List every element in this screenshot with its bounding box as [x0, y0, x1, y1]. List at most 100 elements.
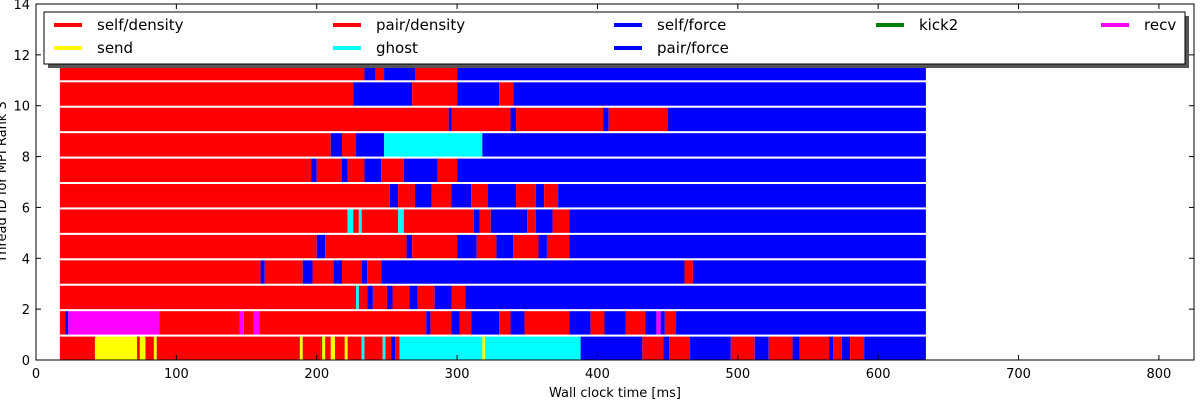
- task-bar-ghost: [347, 209, 354, 233]
- task-bar-self-force: [364, 56, 376, 81]
- legend-label: pair/density: [376, 16, 465, 34]
- task-bar-pair-density: [476, 234, 497, 259]
- task-bar-pair-density: [395, 336, 400, 360]
- task-bar-self-force: [391, 336, 396, 360]
- task-bar-pair-density: [59, 133, 331, 157]
- task-bar-pair-density: [684, 260, 693, 284]
- task-bar-pair-density: [431, 184, 452, 208]
- task-bar-pair-density: [730, 336, 755, 360]
- task-bar-pair-density: [302, 336, 321, 360]
- task-bar-self-force: [569, 234, 926, 259]
- task-bar-send: [322, 336, 326, 360]
- task-bar-pair-density: [385, 336, 392, 360]
- task-bar-ghost: [361, 336, 365, 360]
- task-bar-pair-density: [608, 107, 668, 132]
- task-bar-pair-density: [243, 311, 254, 335]
- task-bar-pair-density: [437, 158, 458, 182]
- task-bar-pair-density: [367, 260, 382, 284]
- task-bar-self-force: [663, 336, 670, 360]
- task-bar-pair-density: [137, 336, 140, 360]
- task-bar-pair-density: [850, 336, 865, 360]
- task-bar-self-force: [535, 209, 553, 233]
- task-bar-self-force: [538, 234, 547, 259]
- task-bar-pair-density: [516, 107, 604, 132]
- task-bar-pair-density: [364, 336, 383, 360]
- task-bar-self-force: [569, 209, 926, 233]
- task-bar-self-force: [487, 184, 517, 208]
- task-bar-pair-density: [156, 336, 300, 360]
- task-bar-self-force: [471, 311, 500, 335]
- task-bar-pair-density: [353, 209, 359, 233]
- task-bar-self-force: [389, 184, 399, 208]
- task-bar-self-force: [558, 184, 926, 208]
- task-bar-pair-density: [392, 285, 410, 310]
- task-bar-pair-density: [451, 285, 466, 310]
- task-bar-recv: [253, 311, 260, 335]
- x-tick-label: 500: [725, 367, 750, 382]
- task-bar-pair-density: [358, 285, 368, 310]
- legend-label: ghost: [376, 39, 418, 57]
- task-bar-recv: [239, 311, 244, 335]
- task-bar-send: [94, 336, 138, 360]
- x-tick-label: 700: [1006, 367, 1031, 382]
- task-bar-pair-density: [375, 56, 385, 81]
- task-bar-pair-density: [59, 107, 449, 132]
- task-bar-self-force: [316, 234, 326, 259]
- task-bar-pair-density: [479, 209, 491, 233]
- task-bar-pair-density: [664, 311, 677, 335]
- y-axis-title: Thread ID for MPI Rank 3: [0, 101, 10, 263]
- task-bar-self-force: [353, 82, 413, 106]
- task-bar-self-force: [510, 107, 517, 132]
- task-bar-self-force: [473, 209, 480, 233]
- task-bar-pair-density: [544, 184, 559, 208]
- task-bar-self-force: [403, 158, 438, 182]
- task-bar-self-force: [457, 82, 500, 106]
- task-bar-self-force: [864, 336, 926, 360]
- task-bar-ghost: [399, 336, 483, 360]
- task-bar-ghost: [398, 209, 404, 233]
- legend-box: [43, 11, 1186, 65]
- task-bar-pair-density: [412, 234, 458, 259]
- task-bar-self-force: [434, 285, 452, 310]
- task-bar-pair-density: [325, 234, 407, 259]
- axis-ticks: 0 100 200 300 400 500 600 700 800 0 2 4 6 8 10 12 14: [13, 0, 1194, 382]
- task-bar-pair-density: [361, 209, 399, 233]
- task-bar-self-force: [496, 234, 514, 259]
- task-bar-pair-density: [325, 336, 331, 360]
- x-tick-label: 800: [1146, 367, 1171, 382]
- x-tick-label: 300: [445, 367, 470, 382]
- x-tick-label: 600: [866, 367, 891, 382]
- task-bar-self-force: [364, 158, 382, 182]
- task-bar-ghost: [384, 133, 483, 157]
- task-bar-self-force: [381, 260, 685, 284]
- task-bar-self-force: [482, 133, 926, 157]
- task-bar-pair-density: [471, 184, 488, 208]
- legend-label: kick2: [919, 16, 958, 34]
- task-bar-self-force: [465, 285, 926, 310]
- task-bar-self-force: [406, 234, 413, 259]
- task-bar-self-force: [457, 234, 477, 259]
- task-bar-pair-density: [799, 336, 830, 360]
- task-bar-send: [330, 336, 335, 360]
- task-bar-pair-density: [833, 336, 842, 360]
- task-bar-self-force: [792, 336, 800, 360]
- task-bar-pair-density: [341, 260, 362, 284]
- y-tick-label: 4: [22, 252, 30, 267]
- plot-frame: [35, 3, 1195, 361]
- task-bar-self-force: [841, 336, 851, 360]
- task-bar-send: [139, 336, 146, 360]
- task-bar-self-force: [692, 260, 926, 284]
- x-tick-label: 0: [32, 367, 40, 382]
- task-bar-pair-density: [524, 311, 570, 335]
- task-bar-pair-density: [527, 209, 536, 233]
- task-bar-self-force: [690, 336, 731, 360]
- task-bar-self-force: [603, 107, 609, 132]
- task-bar-self-force: [426, 311, 431, 335]
- task-bar-self-force: [660, 311, 665, 335]
- task-bar-self-force: [645, 311, 657, 335]
- legend-label: self/density: [97, 16, 184, 34]
- task-bar-pair-density: [347, 158, 365, 182]
- task-bar-kick2: [320, 336, 323, 360]
- task-bar-pair-density: [642, 336, 664, 360]
